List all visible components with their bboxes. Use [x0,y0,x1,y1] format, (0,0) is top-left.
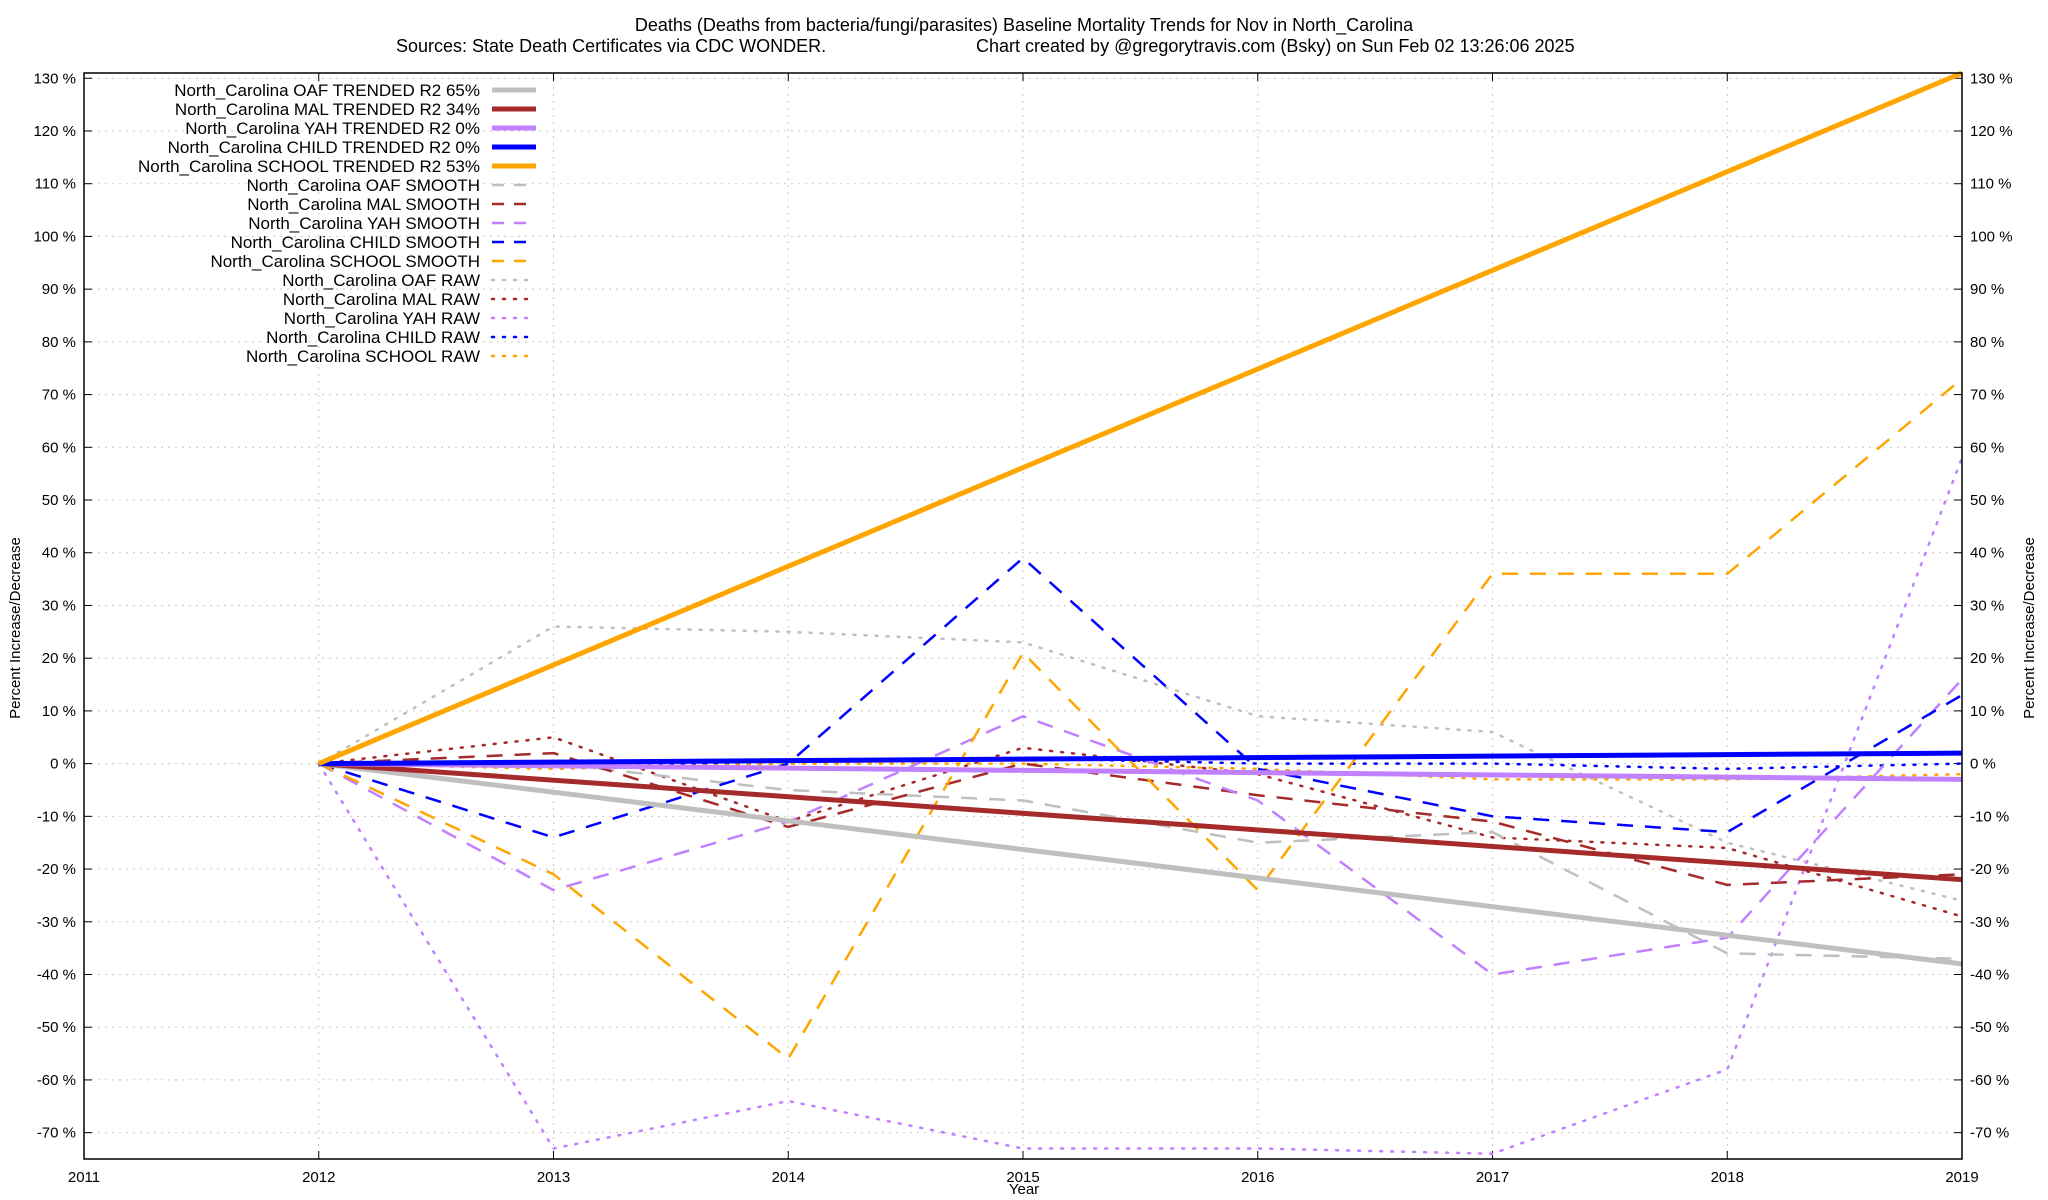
y-tick-label: 40 % [42,545,76,562]
y-tick-label: 130 % [33,70,76,87]
series-line-13 [317,456,1964,1155]
legend-label: North_Carolina OAF TRENDED R2 65% [174,81,480,100]
series-line-4 [318,750,1963,767]
y-tick-label: -10 % [1970,808,2009,825]
y-tick-label: -70 % [1970,1125,2009,1142]
x-tick-label: 2011 [68,1169,100,1186]
y-tick-label: -60 % [1970,1072,2009,1089]
x-tick-label: 2014 [772,1169,805,1186]
y-tick-label: 30 % [1970,597,2004,614]
series-line-2 [318,761,1963,883]
y-tick-label: 120 % [33,123,76,140]
y-tick-label: 130 % [1970,70,2013,87]
series-line-10 [318,377,1963,1061]
y-tick-label: 90 % [1970,281,2004,298]
x-tick-label: 2012 [302,1169,335,1186]
legend-label: North_Carolina SCHOOL RAW [246,347,480,366]
y-tick-label: 10 % [42,703,76,720]
y-tick-label: 110 % [1970,176,2011,193]
series-line-11 [317,625,1964,902]
series-line-5 [317,70,1963,766]
series-line-3 [318,761,1963,782]
y-tick-label: -30 % [1970,914,2009,931]
y-tick-label: -20 % [1970,861,2009,878]
x-axis-label: Year [1009,1181,1039,1198]
chart-subtitle-source: Sources: State Death Certificates via CD… [396,36,826,56]
legend-label: North_Carolina OAF RAW [282,271,480,290]
y-tick-label: -60 % [37,1072,76,1089]
y-axis-right: 130 % 120 % 110 % 100 % 90 % 80 % 70 % 60 % 50 %… [1954,70,2013,1142]
x-tick-label: 2015 [1006,1169,1039,1186]
y-tick-label: 20 % [1970,650,2004,667]
y-tick-label: 80 % [42,334,76,351]
chart-subtitle-credit: Chart created by @gregorytravis.com (Bsk… [976,36,1575,56]
x-tick-label: 2018 [1711,1169,1744,1186]
y-tick-label: 40 % [1970,545,2004,562]
y-axis-label-right: Percent Increase/Decrease [2021,537,2038,719]
y-tick-label: 70 % [42,387,76,404]
legend-label: North_Carolina SCHOOL TRENDED R2 53% [138,157,480,176]
y-tick-label: 20 % [42,650,76,667]
y-tick-label: 80 % [1970,334,2004,351]
y-tick-label: -40 % [1970,966,2009,983]
legend-label: North_Carolina CHILD SMOOTH [231,233,480,252]
x-tick-label: 2019 [1945,1169,1978,1186]
plot-frame [83,72,1963,1160]
series-line-8 [318,678,1963,976]
legend: North_Carolina OAF TRENDED R2 65%North_C… [138,81,538,366]
y-tick-label: 30 % [42,597,76,614]
legend-label: North_Carolina MAL RAW [283,290,480,309]
y-tick-label: 120 % [1970,123,2013,140]
y-tick-label: 90 % [42,281,76,298]
y-tick-label: 110 % [35,176,76,193]
legend-label: North_Carolina CHILD RAW [266,328,480,347]
series-line-7 [318,751,1963,887]
series-line-9 [318,556,1963,839]
y-tick-label: -20 % [37,861,76,878]
y-tick-label: 100 % [1970,228,2013,245]
legend-label: North_Carolina YAH SMOOTH [248,214,480,233]
y-tick-label: -40 % [37,966,76,983]
series-line-12 [317,736,1964,918]
chart-title: Deaths (Deaths from bacteria/fungi/paras… [635,15,1414,36]
legend-label: North_Carolina SCHOOL SMOOTH [210,252,480,271]
y-axis-left: 130 % 120 % 110 % 100 % 90 % 80 % 70 % 60 % 50 %… [33,70,92,1142]
y-tick-label: -50 % [37,1019,76,1036]
y-tick-label: 100 % [33,228,76,245]
y-tick-label: -70 % [37,1125,76,1142]
legend-label: North_Carolina OAF SMOOTH [247,176,480,195]
y-tick-label: 60 % [42,439,76,456]
legend-label: North_Carolina MAL SMOOTH [247,195,480,214]
y-tick-label: 50 % [42,492,76,509]
legend-label: North_Carolina MAL TRENDED R2 34% [175,100,480,119]
y-axis-label-left: Percent Increase/Decrease [7,537,24,719]
legend-label: North_Carolina YAH TRENDED R2 0% [185,119,480,138]
y-tick-label: 50 % [1970,492,2004,509]
x-tick-label: 2016 [1241,1169,1274,1186]
series-lines [317,70,1964,1155]
y-tick-label: -10 % [37,808,76,825]
legend-label: North_Carolina CHILD TRENDED R2 0% [168,138,480,157]
y-tick-label: 10 % [1970,703,2004,720]
y-tick-label: 60 % [1970,439,2004,456]
y-tick-label: 70 % [1970,387,2004,404]
x-tick-label: 2017 [1476,1169,1509,1186]
y-tick-label: -30 % [37,914,76,931]
y-tick-label: -50 % [1970,1019,2009,1036]
x-axis: 2011 2012 2013 2014 2015 2016 2017 2018 2019 [68,73,1979,1186]
y-tick-label: 0 % [1970,756,1996,773]
legend-label: North_Carolina YAH RAW [284,309,480,328]
series-line-1 [318,761,1963,967]
x-tick-label: 2013 [537,1169,570,1186]
y-tick-label: 0 % [50,756,76,773]
